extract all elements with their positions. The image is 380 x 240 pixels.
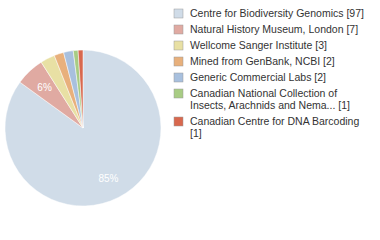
legend-label: Canadian National Collection ofInsects, … bbox=[190, 87, 350, 111]
legend: Centre for Biodiversity Genomics [97] Nat… bbox=[174, 7, 364, 139]
legend-swatch bbox=[174, 117, 183, 126]
legend-label: Canadian Centre for DNA Barcoding[1] bbox=[190, 115, 359, 139]
legend-swatch bbox=[174, 57, 183, 66]
legend-swatch bbox=[174, 89, 183, 98]
pie-slice bbox=[64, 51, 83, 128]
chart: 85% 6% Centre for Biodiversity Genomics [9… bbox=[0, 0, 380, 240]
legend-swatch bbox=[174, 73, 183, 82]
legend-label: Wellcome Sanger Institute [3] bbox=[190, 39, 327, 51]
legend-swatch bbox=[174, 25, 183, 34]
pie-slice bbox=[5, 50, 161, 206]
pie-slice bbox=[78, 50, 83, 128]
legend-label: Centre for Biodiversity Genomics [97] bbox=[190, 7, 364, 19]
legend-label: Generic Commercial Labs [2] bbox=[190, 71, 326, 83]
data-label: 85% bbox=[98, 173, 118, 184]
legend-swatch bbox=[174, 41, 183, 50]
legend-label: Natural History Museum, London [7] bbox=[190, 23, 358, 35]
pie-slice bbox=[73, 50, 83, 128]
legend-swatch bbox=[174, 9, 183, 18]
data-label: 6% bbox=[37, 82, 52, 93]
legend-label: Mined from GenBank, NCBI [2] bbox=[190, 55, 335, 67]
data-labels: 85% 6% bbox=[37, 82, 118, 184]
pie bbox=[5, 50, 161, 206]
